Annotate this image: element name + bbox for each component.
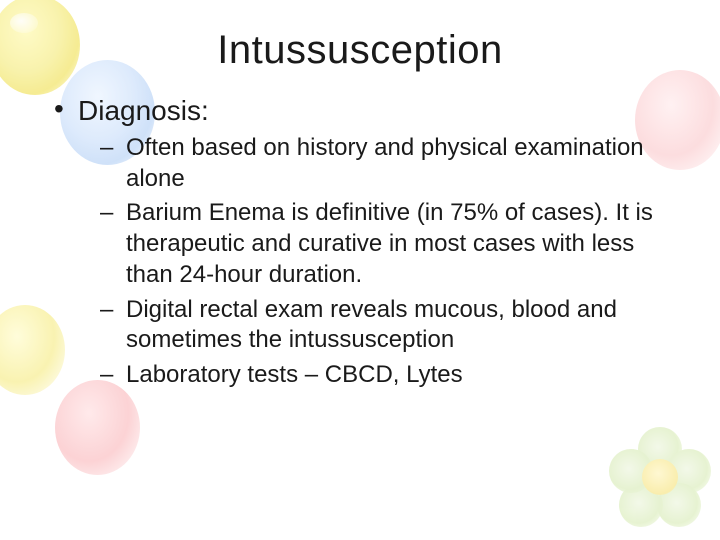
list-item-label: Diagnosis: (78, 95, 209, 126)
slide-content: Intussusception Diagnosis: Often based o… (0, 0, 720, 540)
bullet-list-level1: Diagnosis: Often based on history and ph… (52, 95, 668, 391)
list-item: Digital rectal exam reveals mucous, bloo… (78, 295, 668, 356)
slide-title: Intussusception (52, 28, 668, 73)
list-item: Diagnosis: Often based on history and ph… (52, 95, 668, 391)
list-item: Barium Enema is definitive (in 75% of ca… (78, 198, 668, 290)
list-item: Laboratory tests – CBCD, Lytes (78, 360, 668, 391)
list-item: Often based on history and physical exam… (78, 133, 668, 194)
bullet-list-level2: Often based on history and physical exam… (78, 133, 668, 391)
